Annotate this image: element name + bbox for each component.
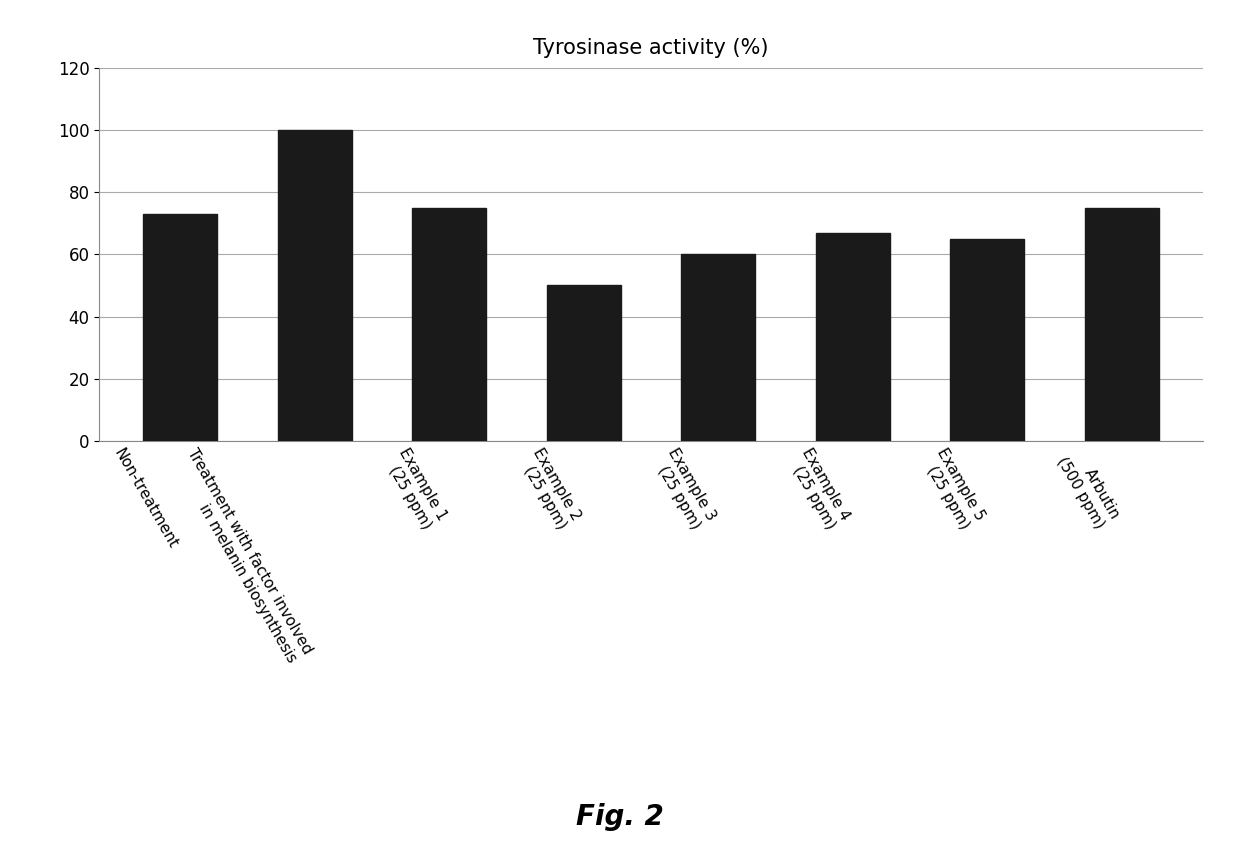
Bar <box>278 130 352 441</box>
Text: Fig. 2: Fig. 2 <box>577 803 663 831</box>
Bar <box>143 214 217 441</box>
Bar <box>547 286 621 441</box>
Bar <box>950 239 1024 441</box>
Bar <box>412 208 486 441</box>
Bar <box>681 254 755 441</box>
Bar <box>1085 208 1159 441</box>
Bar <box>816 232 890 441</box>
Title: Tyrosinase activity (%): Tyrosinase activity (%) <box>533 38 769 58</box>
